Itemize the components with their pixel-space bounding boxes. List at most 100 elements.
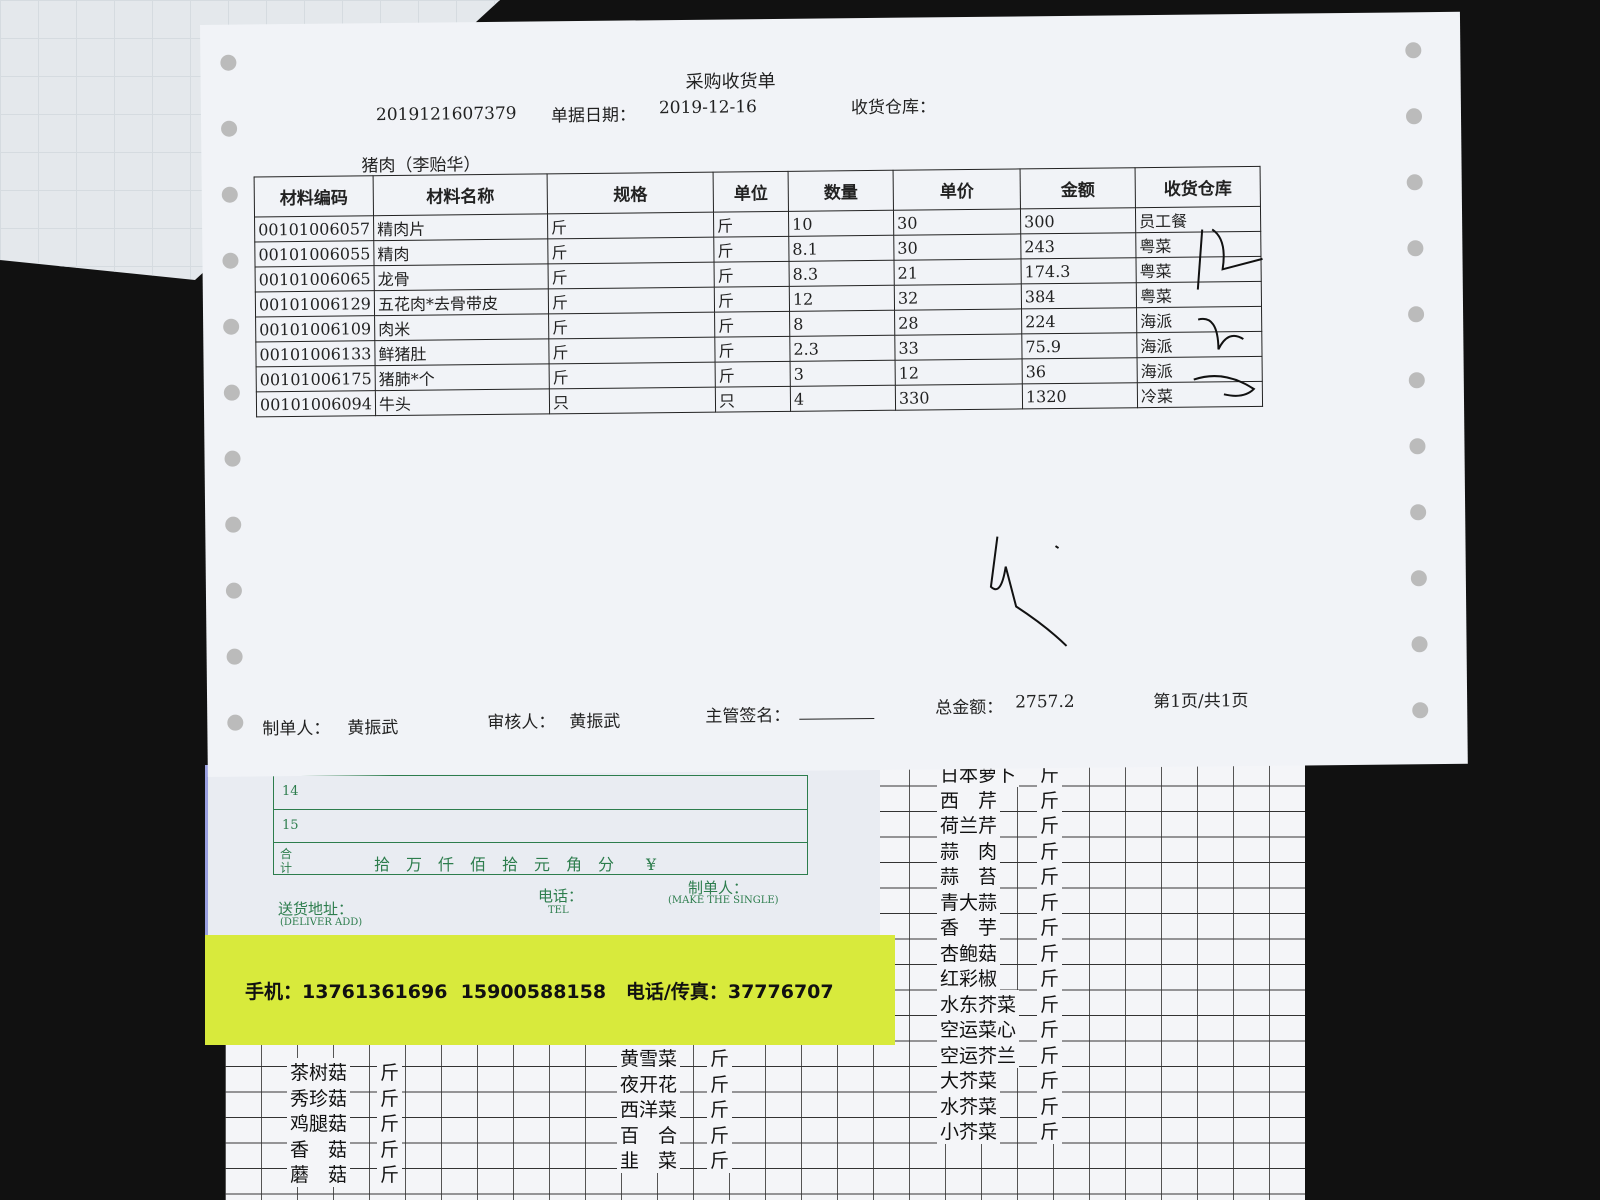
table-cell: 30 bbox=[893, 233, 1021, 261]
table-cell: 00101006057 bbox=[254, 215, 374, 242]
delivery-slip-table: 14 15 合计 拾 万 仟 佰 拾 元 角 分 ¥ bbox=[273, 775, 808, 875]
table-cell: 00101006133 bbox=[255, 340, 376, 367]
grid-item: 黄雪菜 bbox=[617, 1044, 681, 1071]
table-cell: 36 bbox=[1022, 357, 1138, 384]
perforation-hole bbox=[1410, 570, 1427, 587]
grid-item-unit: 斤 bbox=[1037, 1066, 1063, 1093]
perforation-hole bbox=[225, 516, 242, 533]
table-cell: 3 bbox=[790, 360, 896, 387]
table-cell: 243 bbox=[1020, 232, 1136, 259]
warehouse-label: 收货仓库： bbox=[850, 97, 937, 119]
grid-item-unit: 斤 bbox=[707, 1069, 733, 1097]
table-cell: 1320 bbox=[1022, 382, 1138, 409]
perforation-hole bbox=[227, 714, 244, 731]
supervisor-label: 主管签名： bbox=[705, 705, 791, 727]
grid-item-unit: 斤 bbox=[1037, 1091, 1063, 1119]
grid-item-unit: 斤 bbox=[1037, 1015, 1063, 1042]
table-cell: 300 bbox=[1020, 207, 1136, 234]
table-cell: 00101006065 bbox=[255, 265, 375, 292]
grid-item: 西 芹 bbox=[937, 785, 1001, 813]
table-cell: 174.3 bbox=[1020, 257, 1137, 284]
total-label: 总金额： bbox=[935, 697, 1004, 719]
grid-item: 蘑 菇 bbox=[287, 1160, 351, 1187]
column-header: 规格 bbox=[547, 172, 714, 214]
table-cell: 2.3 bbox=[789, 335, 896, 362]
table-cell: 斤 bbox=[713, 211, 789, 238]
perforation-hole bbox=[223, 318, 240, 335]
address-label: 送货地址： bbox=[278, 900, 354, 918]
maker-label: 制单人： bbox=[262, 718, 331, 740]
perforation-hole bbox=[225, 582, 243, 599]
perforation-hole bbox=[1409, 438, 1426, 455]
perforation-hole bbox=[1405, 108, 1423, 125]
grid-item: 红彩椒 bbox=[937, 964, 1001, 991]
address-en: (DELIVER ADD) bbox=[280, 917, 363, 928]
grid-item-unit: 斤 bbox=[377, 1083, 403, 1111]
column-header: 收货仓库 bbox=[1135, 166, 1261, 208]
column-header: 金额 bbox=[1020, 167, 1136, 209]
table-cell: 33 bbox=[894, 333, 1023, 361]
table-cell: 斤 bbox=[714, 286, 790, 313]
table-cell: 斤 bbox=[715, 361, 791, 388]
table-cell: 斤 bbox=[713, 236, 789, 263]
grid-item-unit: 斤 bbox=[1037, 785, 1063, 813]
grid-item: 韭 菜 bbox=[617, 1146, 681, 1173]
grid-item-unit: 斤 bbox=[1037, 989, 1063, 1017]
table-cell: 斤 bbox=[548, 312, 715, 339]
grid-item-unit: 斤 bbox=[1037, 938, 1063, 966]
table-cell: 猪肺*个 bbox=[375, 363, 550, 391]
grid-item-unit: 斤 bbox=[1037, 913, 1063, 940]
grid-item: 青大蒜 bbox=[937, 887, 1001, 915]
grid-item: 百 合 bbox=[617, 1120, 681, 1148]
document-number: 2019121607379 bbox=[375, 103, 517, 126]
date-label: 单据日期： bbox=[550, 105, 637, 127]
table-cell: 8 bbox=[789, 310, 895, 337]
table-cell: 00101006094 bbox=[256, 390, 376, 417]
grid-item-unit: 斤 bbox=[1037, 836, 1063, 864]
tel-en: TEL bbox=[548, 905, 569, 916]
perforation-hole bbox=[220, 54, 237, 71]
table-cell: 只 bbox=[549, 387, 716, 414]
grid-item: 空运芥兰 bbox=[937, 1040, 1020, 1068]
grid-item-unit: 斤 bbox=[707, 1146, 733, 1173]
maker-label: 制单人： bbox=[688, 879, 749, 897]
perforation-hole bbox=[1411, 636, 1428, 653]
table-cell: 斤 bbox=[548, 337, 716, 364]
contact-numbers: 手机：13761361696 15900588158 电话/传真：3777670… bbox=[245, 981, 834, 1003]
column-header: 数量 bbox=[788, 170, 894, 212]
grid-item-unit: 斤 bbox=[377, 1058, 403, 1085]
grid-item-unit: 斤 bbox=[1037, 964, 1063, 991]
table-cell: 龙骨 bbox=[374, 263, 549, 291]
table-cell: 21 bbox=[893, 258, 1022, 286]
table-cell: 75.9 bbox=[1021, 332, 1138, 359]
handwritten-signature bbox=[1193, 228, 1263, 397]
column-header: 材料名称 bbox=[373, 173, 548, 216]
page-indicator: 第1页/共1页 bbox=[1153, 691, 1249, 713]
total-label: 合计 bbox=[280, 847, 293, 875]
maker: 黄振武 bbox=[347, 717, 399, 739]
yellow-contact-strip: 手机：13761361696 15900588158 电话/传真：3777670… bbox=[205, 935, 895, 1045]
supplier: 猪肉（李贻华） bbox=[361, 155, 481, 177]
items-table: 材料编码 材料名称 规格 单位 数量 单价 金额 收货仓库 00101006057 精肉片斤斤 1… bbox=[254, 166, 1263, 418]
grid-item: 秀珍菇 bbox=[287, 1083, 351, 1111]
table-cell: 斤 bbox=[714, 311, 790, 338]
maker-en: (MAKE THE SINGLE) bbox=[668, 895, 779, 906]
table-cell: 12 bbox=[789, 285, 895, 312]
grid-item-unit: 斤 bbox=[1037, 862, 1063, 889]
table-cell: 斤 bbox=[547, 237, 714, 264]
handwritten-signature bbox=[989, 536, 1068, 647]
table-cell: 224 bbox=[1021, 307, 1137, 334]
grid-item: 小芥菜 bbox=[937, 1117, 1001, 1144]
perforation-hole bbox=[226, 648, 243, 665]
grid-item-unit: 斤 bbox=[377, 1134, 403, 1162]
supervisor-signature-line bbox=[799, 717, 875, 720]
grid-item: 荷兰芹 bbox=[937, 811, 1001, 838]
grid-item: 西洋菜 bbox=[617, 1095, 681, 1122]
receipt-title: 采购收货单 bbox=[685, 70, 776, 93]
column-header: 单价 bbox=[893, 168, 1021, 211]
grid-item: 香 芋 bbox=[937, 913, 1001, 940]
table-cell: 牛头 bbox=[375, 388, 550, 416]
perforation-hole bbox=[224, 450, 241, 467]
grid-item: 空运菜心 bbox=[937, 1015, 1020, 1042]
perforation-hole bbox=[1407, 240, 1424, 257]
